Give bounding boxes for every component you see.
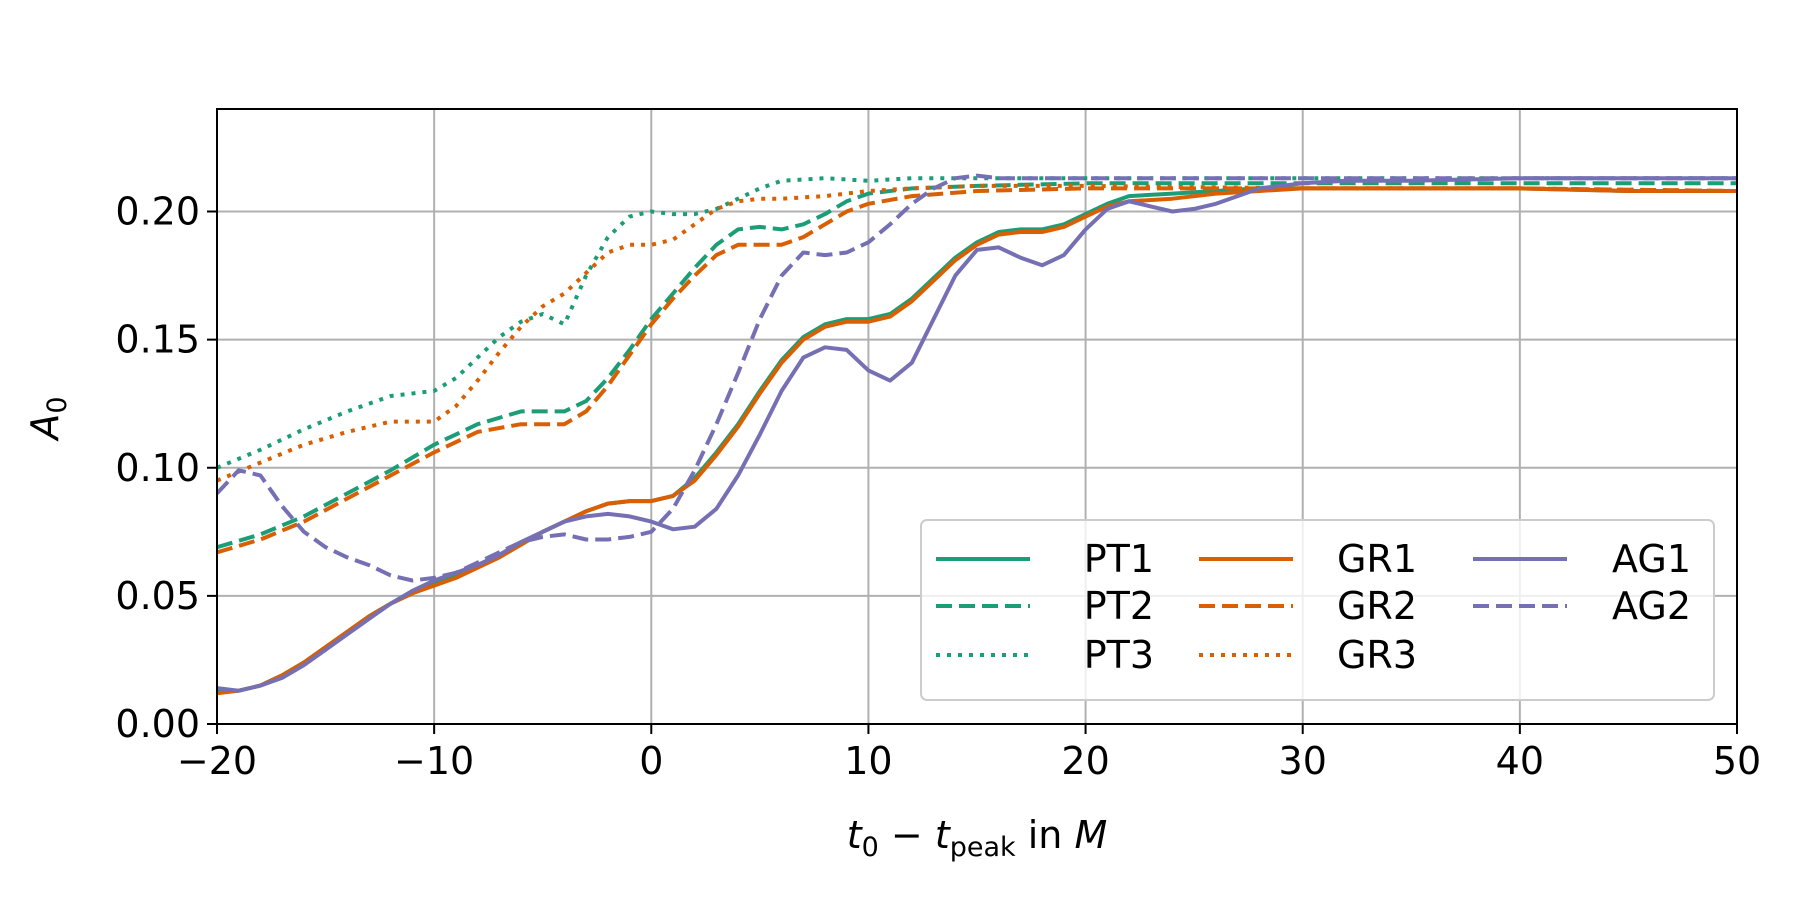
ylabel-A-sub: 0: [42, 396, 73, 413]
xlabel-tpeak: t: [935, 813, 952, 857]
x-tick-label: 50: [1713, 739, 1761, 783]
xlabel-t0: t: [847, 813, 864, 857]
legend-item-pt1: PT1: [936, 537, 1154, 581]
legend-label: PT1: [1084, 537, 1154, 581]
xlabel-M: M: [1074, 813, 1107, 857]
series-line-gr3: [217, 183, 1737, 483]
legend-label: PT2: [1084, 584, 1154, 628]
y-axis-label: A0: [23, 396, 73, 442]
x-tick-label: 0: [639, 739, 663, 783]
y-tick-label: 0.10: [115, 446, 200, 490]
legend-label: AG2: [1612, 584, 1691, 628]
x-tick-label: −10: [394, 739, 474, 783]
legend-item-ag1: AG1: [1473, 537, 1691, 581]
plot-frame: [216, 108, 1738, 725]
series-line-ag2: [217, 173, 1737, 583]
xlabel-in: in: [1016, 813, 1075, 857]
legend-label: GR3: [1337, 633, 1417, 677]
y-tick-label: 0.05: [115, 574, 200, 618]
legend-label: GR2: [1337, 584, 1417, 628]
xlabel-tpeak-sub: peak: [950, 832, 1016, 863]
x-tick-label: 10: [844, 739, 892, 783]
legend-item-pt3: PT3: [936, 633, 1154, 677]
series-line-gr2: [217, 186, 1737, 555]
legend-box: [920, 519, 1715, 701]
x-tick-label: −20: [177, 739, 257, 783]
y-tick-label: 0.00: [115, 702, 200, 746]
legend-item-gr2: GR2: [1199, 584, 1417, 628]
series-line-pt3: [217, 176, 1737, 470]
xlabel-minus: −: [879, 813, 935, 857]
series-line-ag1: [217, 176, 1737, 693]
legend-label: AG1: [1612, 537, 1691, 581]
legend-item-ag2: AG2: [1473, 584, 1691, 628]
xlabel-t0-sub: 0: [862, 832, 879, 863]
axis-ticks: −20 −10 0 10 20 30 40 50 0.00 0.05 0.10 0.15 0.20: [115, 190, 1761, 784]
y-tick-label: 0.15: [115, 318, 200, 362]
ylabel-A: A: [23, 414, 67, 443]
plot-lines: [217, 173, 1737, 696]
y-tick-label: 0.20: [115, 190, 200, 234]
legend-label: PT3: [1084, 633, 1154, 677]
x-axis-label: t0 − tpeak in M: [847, 813, 1108, 863]
legend-label: GR1: [1337, 537, 1417, 581]
x-tick-label: 30: [1279, 739, 1327, 783]
legend-item-gr1: GR1: [1199, 537, 1417, 581]
x-tick-label: 40: [1496, 739, 1544, 783]
legend-item-gr3: GR3: [1199, 633, 1417, 677]
x-tick-label: 20: [1061, 739, 1109, 783]
legend-item-pt2: PT2: [936, 584, 1154, 628]
